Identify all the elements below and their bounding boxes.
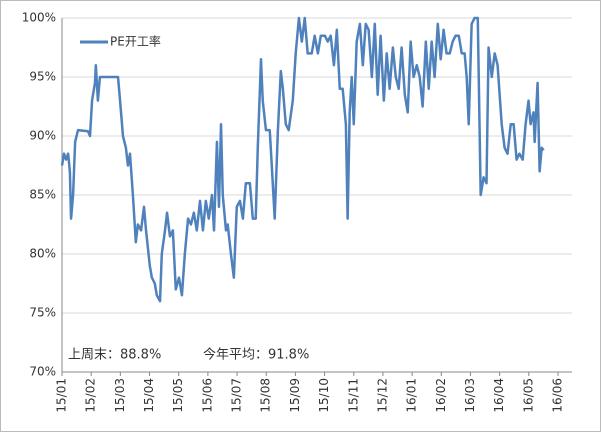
x-tick-label: 15/03	[113, 378, 127, 413]
x-tick-label: 16/05	[521, 378, 535, 413]
x-tick-label: 15/04	[142, 378, 156, 413]
x-tick-label: 16/02	[434, 378, 448, 413]
x-tick-label: 15/09	[288, 378, 302, 413]
x-tick-label: 16/04	[492, 378, 506, 413]
x-tick-label: 15/02	[84, 378, 98, 413]
legend-label: PE开工率	[110, 34, 161, 49]
y-tick-label: 95%	[29, 70, 56, 84]
y-tick-label: 100%	[22, 11, 56, 25]
x-tick-label: 15/08	[259, 378, 273, 413]
x-tick-label: 15/01	[55, 378, 69, 413]
annotation: 今年平均：91.8%	[203, 347, 309, 363]
x-tick-label: 15/05	[171, 378, 185, 413]
y-tick-label: 70%	[29, 365, 56, 379]
x-tick-label: 16/03	[463, 378, 477, 413]
y-tick-label: 80%	[29, 247, 56, 261]
x-tick-label: 15/10	[317, 378, 331, 413]
line-series	[60, 16, 545, 303]
x-tick-label: 16/06	[551, 378, 565, 413]
annotation: 上周末：88.8%	[68, 348, 161, 363]
x-tick-label: 15/11	[346, 378, 360, 413]
x-tick-label: 15/12	[375, 378, 389, 413]
y-tick-label: 75%	[29, 306, 56, 320]
y-tick-label: 85%	[29, 188, 56, 202]
x-tick-label: 15/06	[200, 378, 214, 413]
x-tick-label: 16/01	[405, 378, 419, 413]
x-tick-label: 15/07	[230, 378, 244, 413]
y-tick-label: 90%	[29, 129, 56, 143]
